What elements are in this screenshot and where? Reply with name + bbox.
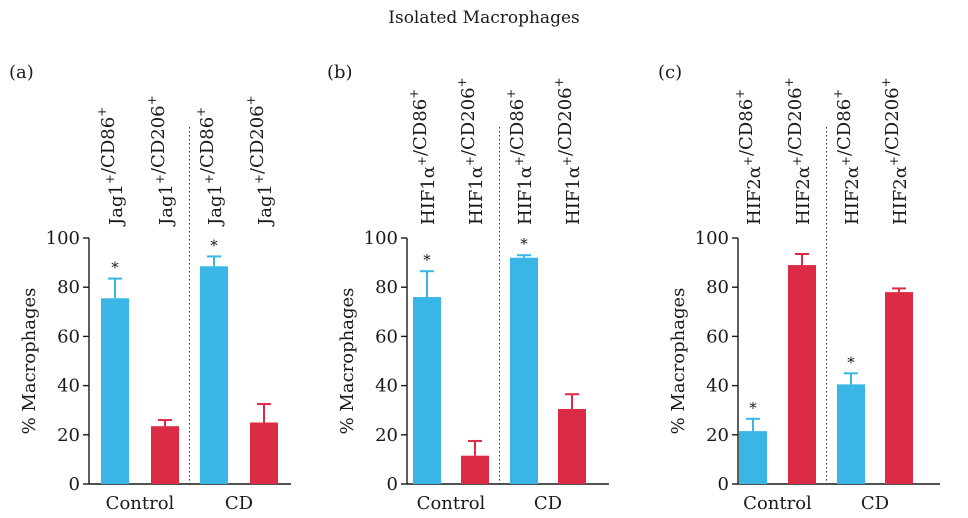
y-tick-label: 80 (57, 277, 80, 298)
y-tick-label: 40 (375, 376, 398, 397)
bar (101, 298, 129, 484)
bar-label: HIF2α+/CD86+ (733, 89, 765, 225)
bar (461, 455, 489, 484)
y-tick-label: 60 (57, 326, 80, 347)
significance-star: * (749, 399, 757, 417)
bar-label: HIF1α+/CD206+ (455, 77, 487, 225)
y-tick-label: 60 (706, 326, 729, 347)
panel-label: (a) (9, 62, 34, 83)
bar-label: HIF1α+/CD86+ (504, 89, 536, 225)
y-axis-label: % Macrophages (668, 288, 689, 435)
significance-star: * (210, 236, 218, 254)
bar-label: HIF2α+/CD206+ (782, 77, 814, 225)
chart-panel-2: (b) % Macrophages 0 20 40 60 80 100 Control CD * HI… (327, 62, 609, 514)
bar (413, 297, 441, 484)
bar (739, 431, 767, 484)
y-tick-label: 20 (375, 425, 398, 446)
panel-label: (c) (658, 62, 682, 83)
y-tick-label: 0 (387, 474, 398, 495)
y-tick-label: 20 (706, 425, 729, 446)
bar (200, 266, 228, 484)
bar-label: HIF1α+/CD86+ (407, 89, 439, 225)
bar (151, 426, 179, 484)
x-tick-label: Control (743, 493, 812, 514)
y-tick-label: 40 (57, 376, 80, 397)
y-tick-label: 80 (706, 277, 729, 298)
bar-label: Jag1+/CD86+ (95, 107, 127, 227)
y-axis-label: % Macrophages (337, 288, 358, 435)
bar (250, 422, 278, 484)
bar-label: Jag1+/CD206+ (244, 95, 276, 227)
y-tick-label: 40 (706, 376, 729, 397)
bar-label: Jag1+/CD86+ (194, 107, 226, 227)
chart-panel-3: (c) % Macrophages 0 20 40 60 80 100 Control CD * HI… (658, 62, 940, 514)
figure-title: Isolated Macrophages (388, 8, 580, 28)
x-tick-label: CD (861, 493, 889, 514)
y-tick-label: 20 (57, 425, 80, 446)
y-tick-label: 0 (69, 474, 80, 495)
bar-label: HIF2α+/CD86+ (831, 89, 863, 225)
bar (885, 292, 913, 484)
panel-label: (b) (327, 62, 353, 83)
bar (510, 257, 538, 484)
y-tick-label: 0 (718, 474, 729, 495)
y-tick-label: 60 (375, 326, 398, 347)
significance-star: * (520, 235, 528, 253)
bar (837, 384, 865, 484)
y-tick-label: 100 (695, 228, 729, 249)
bar (788, 265, 816, 484)
chart-panel-1: (a) % Macrophages 0 20 40 60 80 100 Control CD * Ja… (9, 62, 291, 514)
y-tick-label: 100 (364, 228, 398, 249)
significance-star: * (847, 353, 855, 371)
y-tick-label: 80 (375, 277, 398, 298)
bar-label: Jag1+/CD206+ (145, 95, 177, 227)
bar (558, 408, 586, 484)
x-tick-label: Control (106, 493, 175, 514)
x-tick-label: CD (534, 493, 562, 514)
bar-label: HIF1α+/CD206+ (552, 77, 584, 225)
bar-label: HIF2α+/CD206+ (879, 77, 911, 225)
x-tick-label: Control (417, 493, 486, 514)
significance-star: * (111, 259, 119, 277)
significance-star: * (423, 251, 431, 269)
y-axis-label: % Macrophages (19, 288, 40, 435)
y-tick-label: 100 (46, 228, 80, 249)
x-tick-label: CD (225, 493, 253, 514)
